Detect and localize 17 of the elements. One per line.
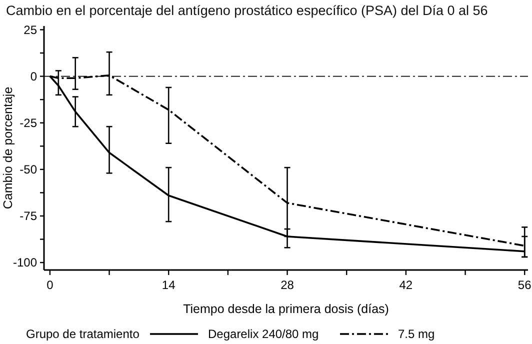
legend-label: Degarelix 240/80 mg — [208, 327, 319, 342]
x-tick-label: 14 — [162, 278, 176, 292]
y-tick-label: -50 — [20, 162, 38, 177]
y-tick-label: 0 — [30, 69, 38, 84]
y-tick-label: 25 — [24, 22, 38, 37]
y-tick-label: -25 — [20, 116, 38, 130]
x-tick-label: 0 — [46, 278, 54, 292]
x-tick-label: 42 — [399, 278, 413, 292]
legend-label: 7.5 mg — [398, 327, 435, 342]
y-tick-label: -100 — [12, 256, 38, 270]
chart-title: Cambio en el porcentaje del antígeno prostático específico (PSA) del Día 0 al 56 — [6, 3, 488, 18]
x-tick-label: 56 — [518, 278, 532, 292]
x-tick-label: 28 — [280, 278, 294, 292]
x-axis-title: Tiempo desde la primera dosis (días) — [183, 302, 389, 316]
y-axis-title: Cambio de porcentaje — [1, 86, 15, 210]
legend-title: Grupo de tratamiento — [26, 327, 140, 342]
y-tick-label: -75 — [20, 209, 38, 224]
